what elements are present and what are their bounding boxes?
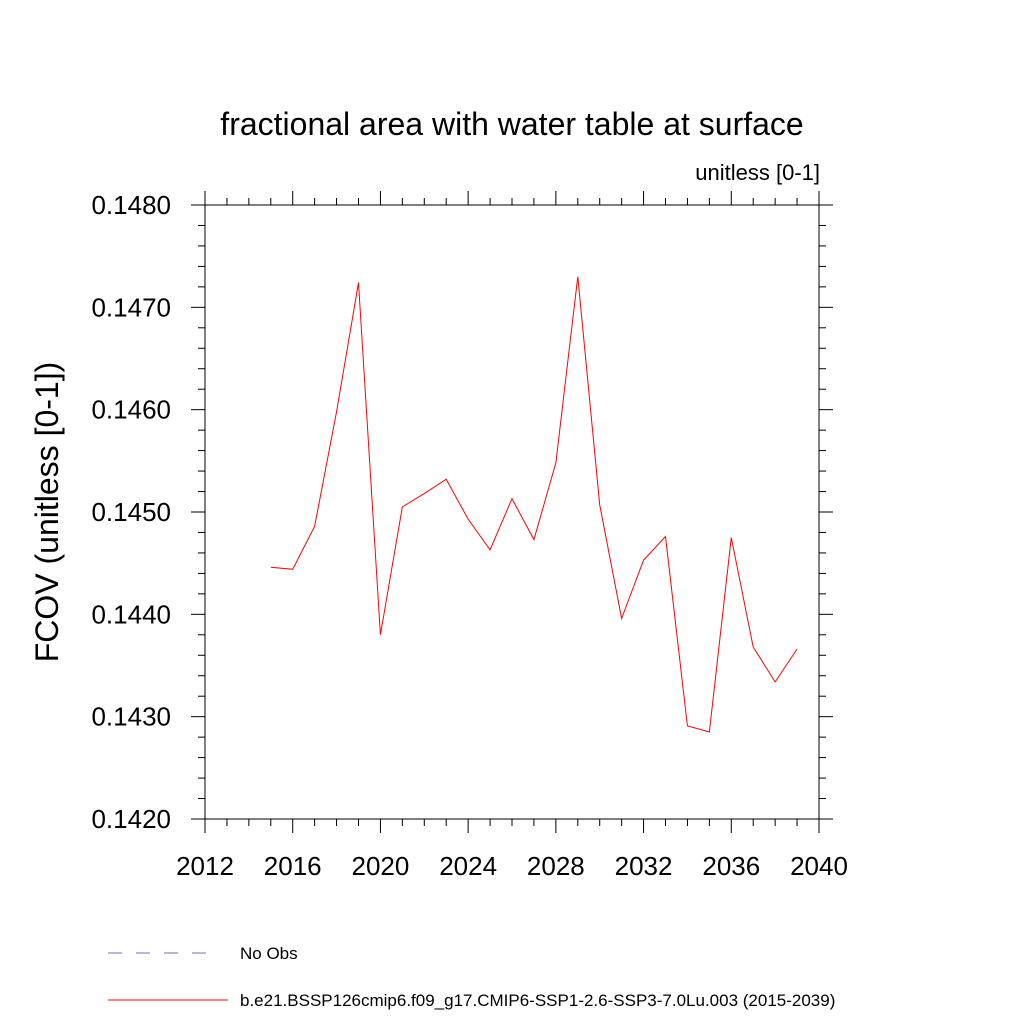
plot-frame — [204, 204, 820, 820]
y-tick-label: 0.1420 — [91, 804, 171, 834]
legend: No Obs b.e21.BSSP126cmip6.f09_g17.CMIP6-… — [108, 944, 835, 1010]
x-tick-label: 2032 — [615, 851, 673, 881]
y-tick-label: 0.1450 — [91, 497, 171, 527]
x-axis-ticks: 2012 2016 2020 2024 2028 2032 2036 2040 — [176, 191, 848, 881]
x-tick-label: 2028 — [527, 851, 585, 881]
x-tick-label: 2016 — [264, 851, 322, 881]
legend-label-no-obs: No Obs — [240, 944, 298, 963]
x-tick-label: 2036 — [702, 851, 760, 881]
y-tick-label: 0.1460 — [91, 395, 171, 425]
x-tick-label: 2040 — [790, 851, 848, 881]
series-layer — [270, 276, 798, 733]
y-tick-label: 0.1470 — [91, 292, 171, 322]
y-axis-label: FCOV (unitless [0-1]) — [29, 362, 65, 663]
units-label: unitless [0-1] — [695, 160, 820, 185]
y-tick-label: 0.1430 — [91, 702, 171, 732]
x-tick-label: 2012 — [176, 851, 234, 881]
x-tick-label: 2024 — [439, 851, 497, 881]
x-tick-label: 2020 — [352, 851, 410, 881]
y-axis-ticks: 0.1420 0.1430 0.1440 0.1450 0.1460 0.1470 0.14… — [91, 190, 833, 834]
series-line-0 — [270, 276, 798, 733]
chart-title: fractional area with water table at surf… — [220, 106, 803, 142]
legend-label-model-run: b.e21.BSSP126cmip6.f09_g17.CMIP6-SSP1-2.… — [240, 991, 835, 1010]
y-tick-label: 0.1480 — [91, 190, 171, 220]
y-tick-label: 0.1440 — [91, 599, 171, 629]
